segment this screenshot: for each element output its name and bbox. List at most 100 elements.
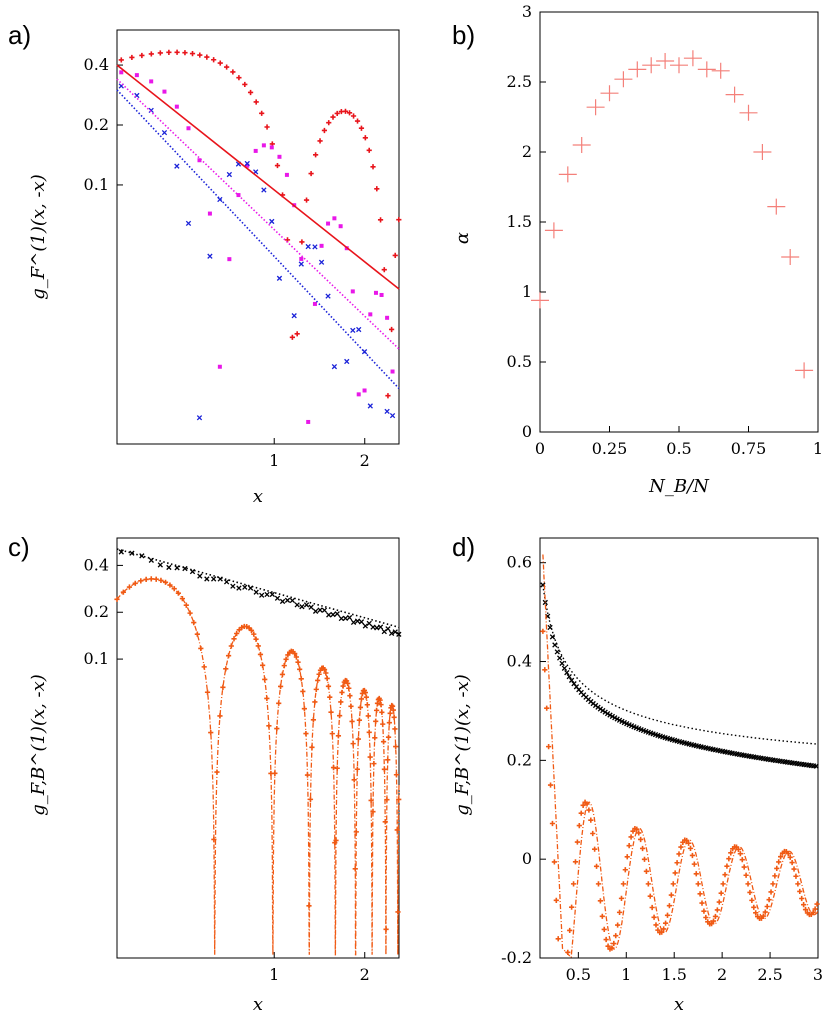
y-tick-label: 2.5: [507, 72, 532, 91]
panel-c-frame: [116, 537, 400, 959]
data-point: [374, 625, 380, 631]
data-point: [600, 85, 619, 102]
data-point: [269, 145, 274, 150]
data-point: [615, 922, 621, 928]
data-point: [338, 615, 345, 622]
data-point: [350, 113, 357, 119]
data-point: [259, 592, 265, 598]
panel-c-ticks: 1 2 0.4 0.2 0.1: [84, 555, 370, 984]
panel-c-label: c): [8, 532, 30, 562]
data-point: [284, 172, 289, 177]
data-point: [301, 706, 308, 712]
data-point: [196, 415, 203, 421]
panel-a-ticks: 1 2 0.4 0.2 0.1: [84, 55, 370, 470]
x-tick-label: 0.75: [731, 439, 767, 458]
data-point: [269, 591, 275, 598]
y-tick-label: 0.1: [84, 649, 109, 668]
data-point: [298, 261, 304, 267]
data-point: [664, 912, 671, 918]
panel-c-xlabel: x: [253, 994, 263, 1015]
data-point: [149, 79, 154, 84]
data-point: [695, 881, 701, 887]
data-point: [330, 114, 336, 120]
x-tick-label: 3: [813, 965, 823, 984]
data-point: [208, 729, 214, 736]
series-line: [116, 578, 400, 956]
data-point: [544, 705, 550, 711]
data-point: [703, 914, 709, 921]
data-point: [791, 866, 797, 872]
data-point: [186, 126, 191, 131]
data-point: [114, 596, 120, 602]
panel-b-ylabel: α: [452, 232, 473, 244]
data-point: [171, 586, 177, 592]
data-point: [797, 888, 803, 895]
data-point: [166, 49, 172, 55]
data-point: [643, 868, 650, 874]
data-point: [385, 315, 390, 320]
data-point: [614, 71, 633, 88]
panel-a: a) 1 2 0.4 0.2 0.1 x g_F^(1)(x, -x): [8, 20, 402, 507]
data-point: [813, 763, 819, 769]
data-point: [634, 826, 640, 832]
data-point: [787, 854, 793, 860]
data-point: [718, 890, 724, 896]
y-tick-label: 2: [522, 142, 532, 161]
data-point: [590, 830, 596, 837]
data-point: [745, 881, 751, 887]
data-point: [373, 290, 378, 295]
data-point: [531, 292, 549, 309]
panel-d-ylabel: g_F,B^(1)(x, -x): [452, 674, 473, 816]
data-point: [354, 618, 361, 624]
panel-b-ticks: 0 0.25 0.5 0.75 1 0 0.5 1 1.5 2 2.5 3: [507, 2, 824, 458]
data-point: [289, 334, 295, 340]
data-point: [570, 881, 577, 887]
data-point: [118, 549, 124, 555]
data-point: [367, 403, 373, 409]
data-point: [342, 108, 349, 114]
data-point: [162, 579, 169, 585]
data-point: [294, 331, 300, 337]
data-point: [317, 607, 323, 613]
data-point: [628, 61, 647, 78]
y-tick-label: 1.5: [507, 212, 532, 231]
data-point: [554, 649, 560, 655]
data-point: [722, 872, 728, 878]
data-point: [693, 871, 699, 877]
data-point: [711, 62, 730, 79]
series-line: [116, 89, 400, 390]
data-point: [197, 573, 203, 579]
data-point: [597, 898, 603, 904]
data-point: [795, 362, 814, 379]
data-point: [119, 70, 124, 75]
data-point: [611, 940, 617, 947]
data-point: [227, 257, 232, 262]
data-point: [261, 187, 267, 193]
data-point: [551, 859, 557, 865]
data-point: [299, 604, 305, 610]
data-point: [118, 57, 124, 63]
data-point: [799, 895, 805, 902]
data-point: [542, 667, 548, 673]
panel-c-plot-area: [114, 548, 402, 956]
data-point: [674, 860, 680, 866]
data-point: [392, 252, 398, 259]
data-point: [148, 107, 154, 114]
data-point: [317, 138, 323, 144]
data-point: [766, 897, 772, 903]
data-point: [714, 907, 720, 913]
data-point: [344, 358, 350, 365]
data-point: [244, 160, 250, 167]
data-point: [261, 143, 266, 148]
panel-c-ylabel: g_F,B^(1)(x, -x): [28, 674, 49, 816]
data-point: [303, 197, 310, 203]
x-tick-label: 0.25: [592, 439, 628, 458]
data-point: [396, 217, 402, 223]
data-point: [242, 81, 248, 88]
x-tick-label: 1.5: [661, 965, 686, 984]
x-tick-label: 1: [813, 439, 823, 458]
data-point: [668, 892, 674, 898]
data-point: [174, 163, 180, 169]
panel-b-label: b): [452, 20, 475, 50]
data-point: [277, 154, 282, 159]
